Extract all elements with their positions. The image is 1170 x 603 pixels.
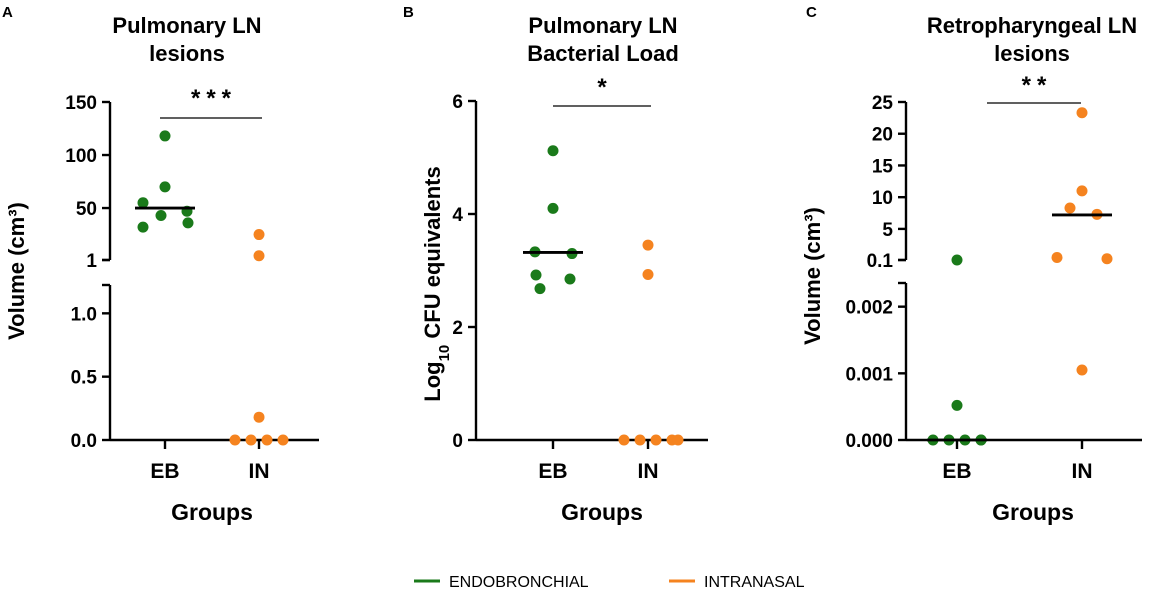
panel-a-y-tick-label: 1 [86, 251, 97, 272]
panel-a-point-eb [182, 217, 194, 229]
panel-b-y-axis-label-main: Log [420, 361, 445, 401]
panel-c-y-tick-label: 5 [882, 220, 893, 241]
panel-c-letter: C [806, 4, 817, 21]
panel-a-x-tick-label-in: IN [249, 460, 270, 483]
panel-c-point-in [1076, 107, 1088, 119]
panel-a-point-eb [155, 209, 167, 221]
panel-a-point-eb [159, 130, 171, 142]
panel-c-marks: 0.000 0.001 0.002 0.1 5 10 15 20 25 EB IN ** [845, 72, 1142, 483]
panel-c-y-tick-label: 25 [872, 93, 894, 114]
panel-a: A Pulmonary LN lesions Volume (cm³) Grou… [2, 4, 319, 525]
panel-a-y-tick-label: 0.5 [71, 368, 98, 389]
panel-b-point-in [672, 434, 684, 446]
panel-b-y-tick-label: 6 [452, 92, 463, 113]
panel-b-significance-label: * [597, 74, 612, 101]
legend-label-intranasal: INTRANASAL [704, 574, 805, 591]
panel-c-y-tick-label: 0.002 [845, 298, 893, 319]
panel-c-x-axis-label: Groups [992, 499, 1074, 525]
panel-b-point-eb [530, 269, 542, 281]
panel-a-letter: A [2, 4, 13, 21]
panel-b-title-line-1: Pulmonary LN [528, 13, 677, 38]
panel-c-point-in [1051, 251, 1063, 263]
panel-c-title-line-1: Retropharyngeal LN [927, 13, 1137, 38]
panel-c: C Retropharyngeal LN lesions Volume (cm³… [800, 4, 1142, 525]
panel-a-y-tick-label: 100 [65, 146, 97, 167]
panel-b-point-in [642, 239, 654, 251]
panel-a-significance-label: *** [191, 85, 237, 112]
panel-a-y-axis-label: Volume (cm³) [4, 202, 29, 340]
panel-a-y-tick-label: 50 [76, 199, 97, 220]
legend-label-endobronchial: ENDOBRONCHIAL [449, 574, 589, 591]
panel-c-y-tick-label: 0.000 [845, 431, 893, 452]
panel-b-y-axis-label: Log10 CFU equivalents [420, 166, 453, 402]
panel-b-title-line-2: Bacterial Load [527, 41, 679, 66]
panel-b-point-eb [547, 145, 559, 157]
panel-a-point-eb [137, 197, 149, 209]
panel-c-significance-label: ** [1022, 72, 1053, 99]
panel-b-x-axis-label: Groups [561, 499, 643, 525]
panel-b-point-eb [564, 273, 576, 285]
panel-a-title-line-1: Pulmonary LN [112, 13, 261, 38]
panel-a-point-in [253, 229, 265, 241]
panel-c-y-tick-label: 0.1 [867, 251, 894, 272]
panel-a-x-axis-label: Groups [171, 499, 253, 525]
panel-b-y-tick-label: 4 [452, 205, 463, 226]
panel-c-point-in [1076, 364, 1088, 376]
panel-a-point-in [245, 434, 257, 446]
panel-c-title-line-2: lesions [994, 41, 1070, 66]
panel-a-point-in [277, 434, 289, 446]
panel-a-point-in [253, 411, 265, 423]
panel-a-point-in [229, 434, 241, 446]
panel-a-y-tick-label: 0.0 [71, 431, 97, 452]
panel-b-y-tick-label: 2 [452, 318, 463, 339]
panel-c-y-tick-label: 10 [872, 188, 893, 209]
panel-c-y-axis-label: Volume (cm³) [800, 207, 825, 345]
panel-b-letter: B [403, 4, 414, 21]
panel-b-y-tick-label: 0 [452, 431, 463, 452]
panel-c-point-in [1064, 202, 1076, 214]
panel-a-title-line-2: lesions [149, 41, 225, 66]
panel-c-x-tick-label-in: IN [1072, 460, 1093, 483]
panel-a-y-tick-label: 1.0 [71, 304, 97, 325]
panel-b-point-in [642, 268, 654, 280]
panel-b-point-eb [534, 283, 546, 295]
panel-c-y-tick-label: 0.001 [845, 364, 893, 385]
panel-b-y-axis-label-subscript: 10 [436, 345, 453, 362]
panel-c-x-tick-label-eb: EB [942, 460, 971, 483]
panel-b-y-axis-label-rest: CFU equivalents [420, 166, 445, 344]
panel-a-y-tick-label: 150 [65, 93, 97, 114]
panel-a-point-in [253, 250, 265, 262]
panel-c-point-eb [951, 254, 963, 266]
panel-a-point-in [261, 434, 273, 446]
panel-b-point-in [634, 434, 646, 446]
panel-a-x-tick-label-eb: EB [150, 460, 179, 483]
panel-b-x-tick-label-in: IN [638, 460, 659, 483]
panel-c-point-in [1101, 253, 1113, 265]
panel-c-y-tick-label: 15 [872, 156, 894, 177]
panel-b-point-in [650, 434, 662, 446]
panel-a-point-eb [137, 221, 149, 233]
panel-c-y-tick-label: 20 [872, 125, 893, 146]
panel-c-point-eb [951, 399, 963, 411]
panel-a-point-eb [159, 181, 171, 193]
legend: ENDOBRONCHIAL INTRANASAL [414, 574, 805, 591]
panel-b-x-tick-label-eb: EB [538, 460, 567, 483]
panel-b-point-in [618, 434, 630, 446]
panel-b-marks: 0 2 4 6 EB IN * [452, 74, 708, 483]
panel-b-point-eb [547, 202, 559, 214]
panel-b: B Pulmonary LN Bacterial Load Log10 CFU … [403, 4, 708, 525]
panel-c-point-in [1076, 185, 1088, 197]
